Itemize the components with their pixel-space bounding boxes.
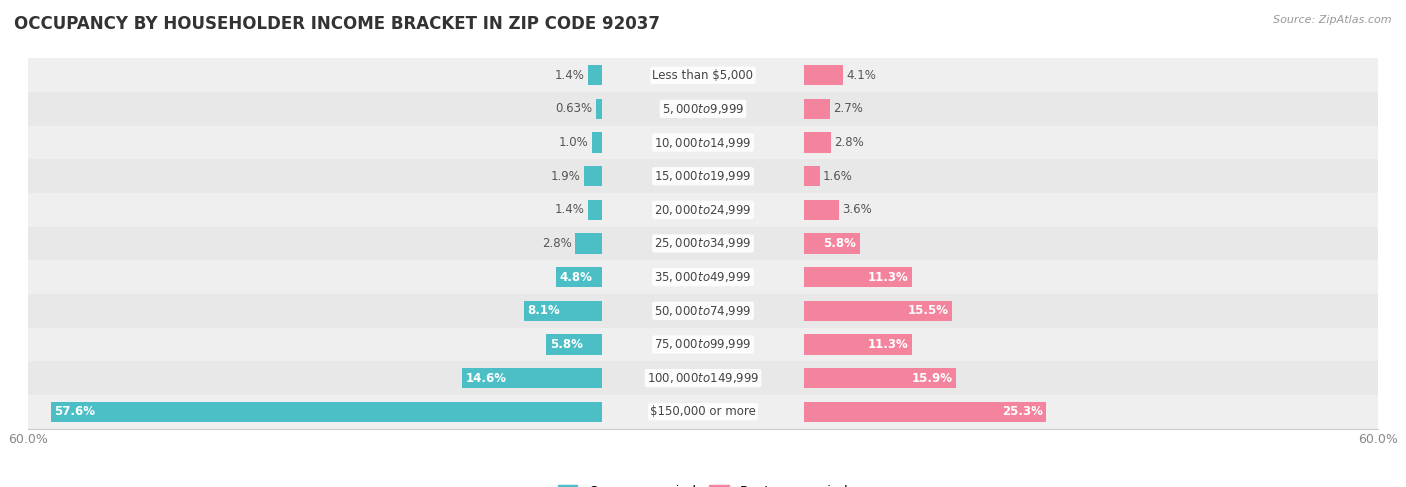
Bar (28, 328, 1378, 361)
Bar (28, 361, 1378, 395)
Bar (804, 132, 831, 152)
Text: 1.4%: 1.4% (555, 204, 585, 216)
Text: Source: ZipAtlas.com: Source: ZipAtlas.com (1274, 15, 1392, 25)
Bar (804, 233, 859, 254)
Text: 2.8%: 2.8% (834, 136, 865, 149)
Text: 11.3%: 11.3% (868, 338, 908, 351)
Bar (804, 267, 912, 287)
Bar (28, 226, 1378, 261)
Bar (51, 402, 602, 422)
Text: 1.4%: 1.4% (555, 69, 585, 82)
Bar (588, 65, 602, 85)
Text: Less than $5,000: Less than $5,000 (652, 69, 754, 82)
Legend: Owner-occupied, Renter-occupied: Owner-occupied, Renter-occupied (553, 479, 853, 487)
Bar (596, 99, 602, 119)
Text: $25,000 to $34,999: $25,000 to $34,999 (654, 237, 752, 250)
Bar (804, 65, 844, 85)
Text: 0.63%: 0.63% (555, 102, 592, 115)
Text: $10,000 to $14,999: $10,000 to $14,999 (654, 135, 752, 150)
Bar (555, 267, 602, 287)
Bar (524, 300, 602, 321)
Bar (804, 402, 1046, 422)
Bar (28, 395, 1378, 429)
Text: 25.3%: 25.3% (1002, 405, 1043, 418)
Bar (28, 92, 1378, 126)
Text: OCCUPANCY BY HOUSEHOLDER INCOME BRACKET IN ZIP CODE 92037: OCCUPANCY BY HOUSEHOLDER INCOME BRACKET … (14, 15, 659, 33)
Bar (804, 335, 912, 355)
Text: $20,000 to $24,999: $20,000 to $24,999 (654, 203, 752, 217)
Bar (547, 335, 602, 355)
Text: 1.9%: 1.9% (550, 169, 581, 183)
Text: 2.8%: 2.8% (541, 237, 572, 250)
Text: 1.6%: 1.6% (823, 169, 853, 183)
Bar (588, 200, 602, 220)
Bar (804, 300, 952, 321)
Bar (592, 132, 602, 152)
Text: $15,000 to $19,999: $15,000 to $19,999 (654, 169, 752, 183)
Bar (28, 126, 1378, 159)
Text: 15.5%: 15.5% (908, 304, 949, 318)
Text: 1.0%: 1.0% (560, 136, 589, 149)
Bar (28, 58, 1378, 92)
Text: $75,000 to $99,999: $75,000 to $99,999 (654, 337, 752, 352)
Text: $5,000 to $9,999: $5,000 to $9,999 (662, 102, 744, 116)
Text: $150,000 or more: $150,000 or more (650, 405, 756, 418)
Text: 11.3%: 11.3% (868, 271, 908, 283)
Text: $100,000 to $149,999: $100,000 to $149,999 (647, 371, 759, 385)
Text: 4.1%: 4.1% (846, 69, 877, 82)
Bar (28, 261, 1378, 294)
Bar (575, 233, 602, 254)
Text: 14.6%: 14.6% (465, 372, 506, 385)
Bar (28, 193, 1378, 226)
Text: 5.8%: 5.8% (550, 338, 582, 351)
Bar (804, 368, 956, 388)
Text: 8.1%: 8.1% (527, 304, 561, 318)
Text: 2.7%: 2.7% (834, 102, 863, 115)
Bar (804, 99, 830, 119)
Text: $35,000 to $49,999: $35,000 to $49,999 (654, 270, 752, 284)
Bar (804, 200, 838, 220)
Text: 15.9%: 15.9% (912, 372, 953, 385)
Bar (28, 159, 1378, 193)
Text: 57.6%: 57.6% (55, 405, 96, 418)
Text: $50,000 to $74,999: $50,000 to $74,999 (654, 304, 752, 318)
Bar (804, 166, 820, 187)
Bar (583, 166, 602, 187)
Text: 5.8%: 5.8% (824, 237, 856, 250)
Bar (463, 368, 602, 388)
Text: 4.8%: 4.8% (560, 271, 592, 283)
Text: 3.6%: 3.6% (842, 204, 872, 216)
Bar (28, 294, 1378, 328)
